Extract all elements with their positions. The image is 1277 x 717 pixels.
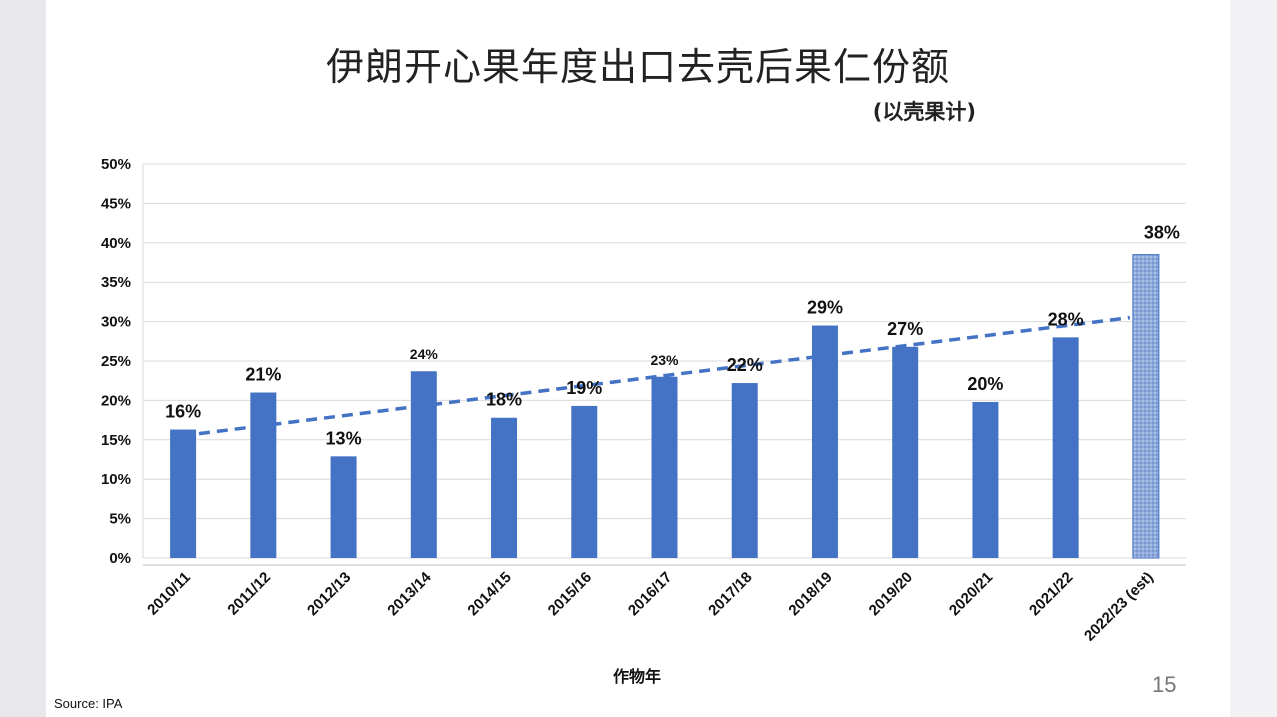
- y-tick-label: 15%: [101, 432, 131, 449]
- bar: [811, 325, 838, 558]
- bar: [330, 456, 357, 558]
- data-label: 23%: [650, 352, 679, 368]
- bar: [651, 376, 678, 558]
- bar: [491, 417, 518, 558]
- x-tick-label: 2016/17: [625, 569, 675, 619]
- page-number: 15: [1152, 672, 1177, 697]
- y-tick-label: 45%: [101, 195, 131, 212]
- y-axis-ticks: 0% 5% 10% 15% 20% 25% 30% 35% 40% 45% 50%: [101, 156, 131, 567]
- data-label: 20%: [967, 374, 1003, 394]
- x-axis-ticks: 2010/11 2011/12 2012/13 2013/14 2014/15 2015/…: [144, 568, 1157, 644]
- bar: [892, 346, 919, 558]
- data-labels: 16% 21% 13% 24% 18% 19% 23% 22% 29% 27% 20% 28% 38%: [165, 223, 1180, 449]
- x-tick-label: 2020/21: [946, 569, 996, 619]
- data-label: 24%: [410, 346, 439, 362]
- x-tick-label: 2011/12: [224, 569, 274, 619]
- bar-estimated: [1132, 254, 1160, 559]
- background-strip: [1230, 0, 1277, 717]
- x-tick-label: 2012/13: [304, 569, 354, 619]
- y-tick-label: 40%: [101, 235, 131, 252]
- data-label: 27%: [887, 319, 923, 339]
- trendline-path: [180, 315, 1131, 438]
- x-tick-label: 2022/23 (est): [1081, 569, 1157, 645]
- x-tick-label: 2021/22: [1026, 569, 1076, 619]
- bars: [170, 254, 1160, 559]
- chart-subtitle: (以壳果计): [872, 100, 976, 124]
- x-tick-label: 2019/20: [866, 569, 916, 619]
- source-note: Source: IPA: [54, 696, 123, 711]
- data-label: 13%: [326, 428, 362, 448]
- x-tick-label: 2010/11: [144, 569, 194, 619]
- y-tick-label: 25%: [101, 353, 131, 370]
- y-tick-label: 20%: [101, 392, 131, 409]
- trendline: [180, 315, 1131, 438]
- bar-chart: 16%21%13%24%18%19%23% 22%29%27%20%28%38% …: [101, 156, 1186, 686]
- chart-title: 伊朗开心果年度出口去壳后果仁份额: [325, 45, 950, 89]
- y-tick-label: 50%: [101, 156, 131, 173]
- data-label: 16%: [165, 402, 201, 422]
- bar: [972, 401, 999, 558]
- data-label: 21%: [245, 365, 281, 385]
- bar: [731, 383, 758, 558]
- x-tick-label: 2015/16: [545, 569, 595, 619]
- x-tick-label: 2017/18: [705, 569, 755, 619]
- x-tick-label: 2018/19: [785, 569, 835, 619]
- bar: [571, 405, 598, 558]
- data-label: 22%: [727, 355, 763, 375]
- data-label: 19%: [566, 378, 602, 398]
- y-tick-label: 0%: [109, 550, 131, 567]
- bar: [410, 371, 437, 558]
- slide: 伊朗开心果年度出口去壳后果仁份额 (以壳果计) 15 Source: IPA 1…: [46, 0, 1230, 717]
- bar: [1052, 337, 1079, 558]
- bar: [170, 429, 197, 558]
- data-label: 29%: [807, 298, 843, 318]
- data-label: 18%: [486, 390, 522, 410]
- bar: [250, 392, 277, 558]
- y-tick-label: 10%: [101, 471, 131, 488]
- data-label: 28%: [1048, 309, 1084, 329]
- x-axis-label: 作物年: [613, 667, 661, 686]
- y-tick-label: 35%: [101, 274, 131, 291]
- x-tick-label: 2013/14: [384, 568, 435, 619]
- y-tick-label: 30%: [101, 314, 131, 331]
- data-label: 38%: [1144, 223, 1180, 243]
- y-tick-label: 5%: [109, 511, 131, 528]
- x-tick-label: 2014/15: [464, 569, 514, 619]
